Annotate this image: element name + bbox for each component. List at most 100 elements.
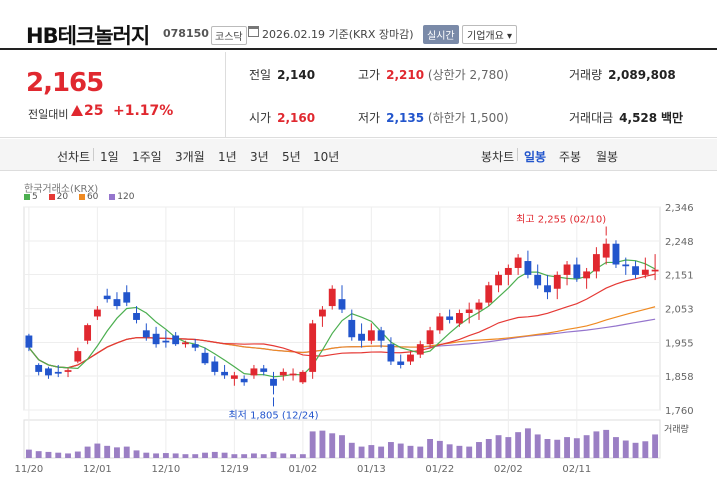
x-tick-label: 12/01 — [83, 464, 112, 475]
volume-bar — [35, 451, 42, 458]
price-panel: 2,165 전일대비 25 +1.17% 전일 2,140 고가 2,210 (상한… — [0, 52, 717, 138]
volume-bar — [446, 444, 453, 458]
volume-bar — [280, 453, 287, 458]
candle-body — [123, 292, 131, 303]
candle-monthly[interactable]: 월봉 — [596, 150, 619, 164]
x-tick-label: 02/11 — [562, 464, 591, 475]
volume-bar — [25, 449, 32, 458]
candle-body — [397, 361, 405, 365]
company-overview-button[interactable]: 기업개요 ▾ — [462, 25, 517, 44]
volume-bar — [515, 432, 522, 458]
up-arrow-icon — [71, 105, 83, 116]
period-1w[interactable]: 1주일 — [132, 150, 162, 164]
candle-body — [475, 302, 483, 310]
candle-body — [563, 264, 571, 275]
volume-bar — [622, 440, 629, 458]
volume-bar — [153, 453, 160, 458]
volume-bar — [270, 451, 277, 458]
candle-body — [133, 313, 140, 320]
candle-body — [612, 243, 620, 265]
trade-amount: 거래대금 4,528 백만 — [569, 111, 684, 125]
y-tick-label: 2,248 — [665, 237, 694, 248]
volume-bar — [172, 453, 179, 458]
x-tick-label: 12/10 — [151, 464, 180, 475]
volume-bar — [652, 434, 659, 458]
legend-ma60: 60 — [78, 192, 98, 202]
volume-bar — [387, 442, 394, 458]
candle-body — [152, 333, 160, 345]
candle-body — [103, 295, 111, 300]
candle-body — [279, 371, 287, 376]
market-badge: 코스닥 — [211, 26, 247, 45]
ma120-line — [28, 318, 656, 369]
ma60-line — [28, 306, 656, 369]
line-chart-label: 선차트 — [57, 150, 91, 164]
change-value: 25 — [84, 103, 104, 119]
x-tick-label: 01/02 — [288, 464, 317, 475]
volume-bar — [348, 442, 355, 458]
candle-body — [348, 319, 356, 338]
volume-bar — [182, 454, 189, 458]
volume-bar — [613, 437, 619, 458]
candle-body — [25, 335, 33, 348]
candle-body — [299, 371, 307, 383]
candle-body — [622, 264, 630, 267]
prev-close: 전일 2,140 — [249, 68, 316, 82]
candle-body — [416, 344, 424, 355]
volume-bar — [84, 446, 91, 458]
candle-body — [211, 361, 219, 372]
volume-bar — [534, 434, 541, 458]
candle-body — [446, 316, 454, 320]
candle-body — [93, 309, 101, 317]
candle-body — [573, 264, 581, 279]
candle-body — [84, 325, 92, 341]
period-3y[interactable]: 3년 — [250, 150, 269, 164]
period-10y[interactable]: 10년 — [313, 150, 340, 164]
candle-body — [602, 243, 610, 258]
chart-legend: 5 20 60 120 — [24, 192, 142, 202]
period-1d[interactable]: 1일 — [100, 150, 119, 164]
candle-body — [270, 378, 277, 386]
candle-body — [553, 274, 561, 289]
candle-body — [240, 378, 248, 383]
candle-body — [64, 370, 72, 372]
candle-chart-label: 봉차트 — [481, 150, 515, 164]
candle-body — [544, 285, 551, 293]
period-3m[interactable]: 3개월 — [175, 150, 205, 164]
period-1y[interactable]: 1년 — [218, 150, 237, 164]
volume-bar — [104, 445, 111, 458]
candle-body — [328, 288, 336, 307]
candle-body — [289, 373, 297, 376]
volume-bar — [290, 454, 297, 458]
candle-body — [260, 368, 268, 372]
candle-body — [250, 368, 258, 376]
realtime-button[interactable]: 실시간 — [423, 25, 459, 44]
volume-bar — [368, 445, 375, 458]
volume-bar — [505, 437, 512, 458]
candle-body — [338, 299, 346, 310]
toolbar-divider — [517, 148, 518, 161]
candle-body — [377, 330, 385, 341]
candle-weekly[interactable]: 주봉 — [559, 150, 582, 164]
candle-daily[interactable]: 일봉 — [524, 150, 547, 164]
candle-body — [641, 269, 649, 275]
candle-body — [221, 371, 229, 376]
current-price: 2,165 — [26, 68, 104, 98]
candle-body — [592, 254, 600, 272]
candle-body — [113, 299, 121, 307]
candle-body — [651, 269, 659, 272]
volume-bar — [309, 431, 316, 458]
stock-code: 078150 — [163, 27, 209, 40]
y-tick-label: 1,760 — [665, 406, 694, 417]
volume-bar — [436, 440, 443, 458]
candle-body — [514, 257, 522, 268]
period-5y[interactable]: 5년 — [282, 150, 301, 164]
volume-bar — [642, 441, 649, 458]
legend-ma5: 5 — [24, 192, 38, 202]
y-tick-label: 2,346 — [665, 203, 694, 214]
candle-body — [358, 333, 365, 341]
volume-bar — [231, 454, 238, 458]
x-tick-label: 02/02 — [494, 464, 523, 475]
volume-bar — [397, 443, 404, 458]
